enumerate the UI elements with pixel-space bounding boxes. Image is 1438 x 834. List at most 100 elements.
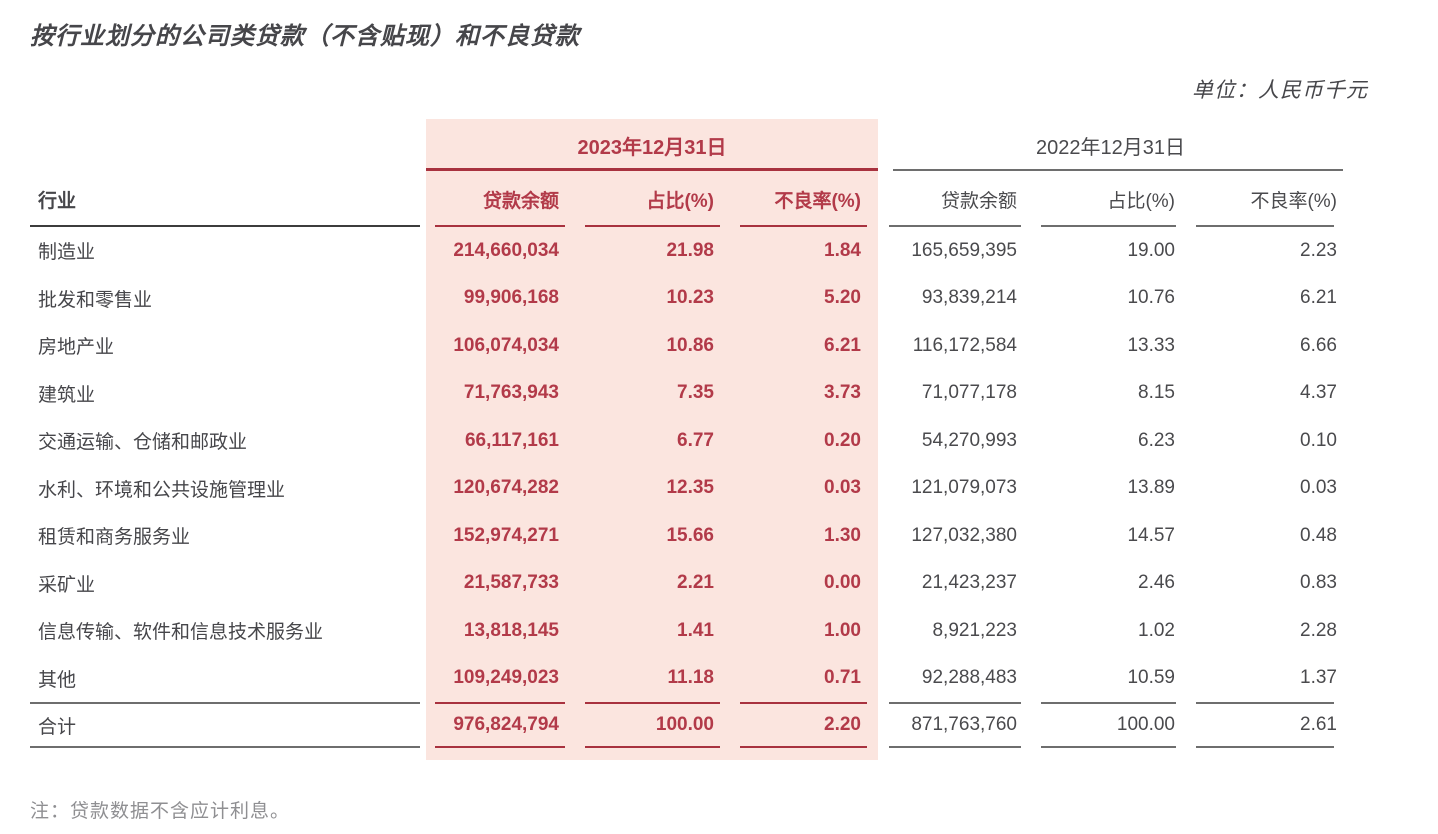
loan-balance-2022-cell: 21,423,237 <box>921 572 1017 594</box>
share-2022-cell: 14.57 <box>1127 524 1175 546</box>
share-2022-cell: 6.23 <box>1138 429 1175 451</box>
npl-ratio-2022-header: 不良率(%) <box>1185 171 1343 227</box>
loan-balance-2022-cell: 71,077,178 <box>921 382 1017 404</box>
loan-balance-2022-cell: 8,921,223 <box>932 619 1017 641</box>
loan-balance-2022-cell: 116,172,584 <box>912 334 1017 356</box>
share-2023-header: 占比(%) <box>576 171 731 227</box>
loan-balance-2023-cell: 152,974,271 <box>453 524 559 546</box>
loan-balance-2023-header: 贷款余额 <box>426 171 576 227</box>
loan-balance-2022-header: 贷款余额 <box>878 171 1030 227</box>
industry-cell: 房地产业 <box>38 337 115 359</box>
npl-ratio-2023-cell: 0.20 <box>824 429 861 451</box>
share-2023-cell: 11.18 <box>667 667 715 689</box>
npl-ratio-2022-cell: 1.37 <box>1300 667 1337 689</box>
total-loan-balance-2023: 976,824,794 <box>426 702 576 748</box>
table-row: 水利、环境和公共设施管理业 120,674,282 12.35 0.03 121… <box>30 465 1343 513</box>
table-row: 其他 109,249,023 11.18 0.71 92,288,483 10.… <box>30 655 1343 703</box>
npl-ratio-2023-cell: 5.20 <box>824 287 861 309</box>
share-2022-cell: 13.33 <box>1127 334 1175 356</box>
industry-cell: 批发和零售业 <box>38 289 153 311</box>
npl-ratio-2023-cell: 1.30 <box>824 524 861 546</box>
table-row: 交通运输、仓储和邮政业 66,117,161 6.77 0.20 54,270,… <box>30 417 1343 465</box>
share-2022-cell: 19.00 <box>1127 239 1175 261</box>
total-label: 合计 <box>30 702 426 748</box>
npl-ratio-2023-cell: 3.73 <box>824 382 861 404</box>
date-header-spacer <box>30 119 426 171</box>
loan-balance-2023-cell: 71,763,943 <box>463 382 559 404</box>
share-2022-cell: 2.46 <box>1138 572 1175 594</box>
loan-balance-2022-cell: 54,270,993 <box>921 429 1017 451</box>
page-title: 按行业划分的公司类贷款（不含贴现）和不良贷款 <box>30 23 580 50</box>
table-row: 信息传输、软件和信息技术服务业 13,818,145 1.41 1.00 8,9… <box>30 607 1343 655</box>
table-body: 制造业 214,660,034 21.98 1.84 165,659,395 1… <box>30 227 1343 702</box>
share-2023-cell: 7.35 <box>677 382 714 404</box>
npl-ratio-2022-cell: 0.48 <box>1300 524 1337 546</box>
share-2022-header: 占比(%) <box>1030 171 1185 227</box>
npl-ratio-2023-cell: 0.03 <box>824 477 861 499</box>
total-npl-ratio-2022: 2.61 <box>1185 702 1343 748</box>
industry-cell: 水利、环境和公共设施管理业 <box>38 479 286 501</box>
period-2023-header: 2023年12月31日 <box>426 119 878 171</box>
share-2023-cell: 1.41 <box>677 619 714 641</box>
footnote: 注：贷款数据不含应计利息。 <box>30 801 291 822</box>
table-row: 采矿业 21,587,733 2.21 0.00 21,423,237 2.46… <box>30 560 1343 608</box>
column-header-row: 行业 贷款余额 占比(%) 不良率(%) 贷款余额 占比(%) 不良率(%) <box>30 171 1343 227</box>
loan-balance-2023-cell: 120,674,282 <box>453 477 559 499</box>
npl-ratio-2022-cell: 0.10 <box>1300 429 1337 451</box>
table-row: 制造业 214,660,034 21.98 1.84 165,659,395 1… <box>30 227 1343 275</box>
share-2022-cell: 13.89 <box>1127 477 1175 499</box>
period-2022-header: 2022年12月31日 <box>878 119 1343 171</box>
total-loan-balance-2022: 871,763,760 <box>878 702 1030 748</box>
total-share-2023: 100.00 <box>576 702 731 748</box>
loan-table: 2023年12月31日 2022年12月31日 行业 贷款余额 占比(%) 不良… <box>30 119 1343 760</box>
loan-balance-2023-cell: 66,117,161 <box>464 429 559 451</box>
date-header-row: 2023年12月31日 2022年12月31日 <box>30 119 1343 171</box>
npl-ratio-2022-cell: 4.37 <box>1300 382 1337 404</box>
industry-cell: 租赁和商务服务业 <box>38 527 191 549</box>
share-2023-cell: 12.35 <box>666 477 714 499</box>
npl-ratio-2022-cell: 6.66 <box>1300 334 1337 356</box>
npl-ratio-2022-cell: 2.23 <box>1300 239 1337 261</box>
share-2023-cell: 2.21 <box>677 572 714 594</box>
share-2022-cell: 10.76 <box>1127 287 1175 309</box>
industry-cell: 制造业 <box>38 242 96 264</box>
loan-balance-2023-cell: 99,906,168 <box>463 287 559 309</box>
npl-ratio-2022-cell: 6.21 <box>1300 287 1337 309</box>
share-2022-cell: 10.59 <box>1127 667 1175 689</box>
industry-cell: 其他 <box>38 669 77 691</box>
total-row: 合计 976,824,794 100.00 2.20 871,763,760 1… <box>30 702 1343 748</box>
unit-label: 单位：人民币千元 <box>1192 79 1368 102</box>
share-2023-cell: 10.23 <box>666 287 714 309</box>
industry-cell: 信息传输、软件和信息技术服务业 <box>38 622 324 644</box>
npl-ratio-2022-cell: 0.83 <box>1300 572 1337 594</box>
loan-balance-2023-cell: 214,660,034 <box>453 239 559 261</box>
share-2023-cell: 10.86 <box>666 334 714 356</box>
table-row: 批发和零售业 99,906,168 10.23 5.20 93,839,214 … <box>30 275 1343 323</box>
industry-cell: 交通运输、仓储和邮政业 <box>38 432 248 454</box>
total-npl-ratio-2023: 2.20 <box>731 702 878 748</box>
share-2023-cell: 21.98 <box>666 239 714 261</box>
npl-ratio-2023-cell: 1.00 <box>824 619 861 641</box>
share-2022-cell: 1.02 <box>1138 619 1175 641</box>
table-row: 租赁和商务服务业 152,974,271 15.66 1.30 127,032,… <box>30 512 1343 560</box>
share-2023-cell: 15.66 <box>666 524 714 546</box>
industry-cell: 建筑业 <box>38 384 96 406</box>
share-2022-cell: 8.15 <box>1138 382 1175 404</box>
loan-balance-2023-cell: 106,074,034 <box>453 334 559 356</box>
npl-ratio-2023-header: 不良率(%) <box>731 171 878 227</box>
loan-balance-2023-cell: 21,587,733 <box>463 572 559 594</box>
npl-ratio-2022-cell: 2.28 <box>1300 619 1337 641</box>
loan-balance-2023-cell: 13,818,145 <box>463 619 559 641</box>
table-row: 房地产业 106,074,034 10.86 6.21 116,172,584 … <box>30 322 1343 370</box>
loan-balance-2022-cell: 93,839,214 <box>921 287 1017 309</box>
loan-balance-2022-cell: 165,659,395 <box>911 239 1017 261</box>
npl-ratio-2023-cell: 1.84 <box>824 239 861 261</box>
npl-ratio-2023-cell: 6.21 <box>824 334 861 356</box>
table-row: 建筑业 71,763,943 7.35 3.73 71,077,178 8.15… <box>30 370 1343 418</box>
industry-cell: 采矿业 <box>38 574 96 596</box>
npl-ratio-2023-cell: 0.71 <box>824 667 861 689</box>
npl-ratio-2023-cell: 0.00 <box>824 572 861 594</box>
industry-column-header: 行业 <box>30 171 426 227</box>
total-share-2022: 100.00 <box>1030 702 1185 748</box>
npl-ratio-2022-cell: 0.03 <box>1300 477 1337 499</box>
